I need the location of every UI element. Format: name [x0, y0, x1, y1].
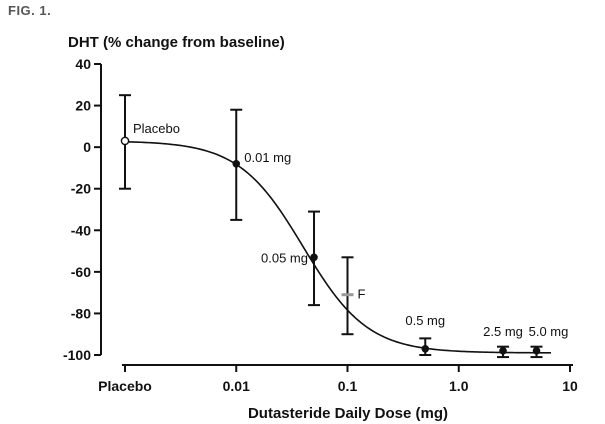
y-tick-label: -20 [71, 181, 91, 197]
x-tick-label: 0.1 [338, 378, 358, 394]
data-point-placebo [120, 136, 130, 146]
data-label-f: F [358, 287, 366, 302]
y-tick-label: -60 [71, 264, 91, 280]
data-point-5-0-mg [532, 347, 541, 355]
y-tick-label: 20 [75, 98, 91, 114]
y-tick-label: 40 [75, 56, 91, 72]
y-tick-label: 0 [83, 139, 91, 155]
data-label-0-05-mg: 0.05 mg [261, 250, 308, 265]
y-axis-title: DHT (% change from baseline) [68, 34, 285, 51]
data-point-0-5-mg [421, 344, 430, 353]
y-tick-label: -100 [63, 347, 91, 363]
x-tick-label: Placebo [98, 378, 152, 394]
data-point-0-01-mg [232, 159, 241, 168]
y-tick-label: -40 [71, 222, 91, 238]
x-tick-label: 0.01 [223, 378, 250, 394]
data-label-0-5-mg: 0.5 mg [405, 313, 445, 328]
axes: 40 20 0 -20 -40 -60 -80 -100 Placebo 0.01 0.1 1.0 10 [63, 56, 578, 394]
data-points-layer: Placebo 0.01 mg 0.05 mg F 0.5 mg 2.5 mg 5.0 mg [119, 94, 569, 359]
data-point-0-05-mg [310, 253, 318, 262]
x-tick-label: 1.0 [449, 378, 469, 394]
data-label-placebo: Placebo [133, 121, 180, 136]
data-label-0-01-mg: 0.01 mg [244, 150, 291, 165]
fit-curve-layer [124, 140, 552, 354]
data-label-2-5-mg: 2.5 mg [483, 324, 523, 339]
y-tick-label: -80 [71, 305, 91, 321]
data-label-5-0-mg: 5.0 mg [529, 324, 569, 339]
data-point-2-5-mg [499, 347, 507, 355]
x-axis-title: Dutasteride Daily Dose (mg) [248, 405, 448, 422]
x-tick-label: 10 [562, 378, 578, 394]
fit-curve [124, 140, 552, 354]
figure-label: FIG. 1. [8, 3, 52, 18]
